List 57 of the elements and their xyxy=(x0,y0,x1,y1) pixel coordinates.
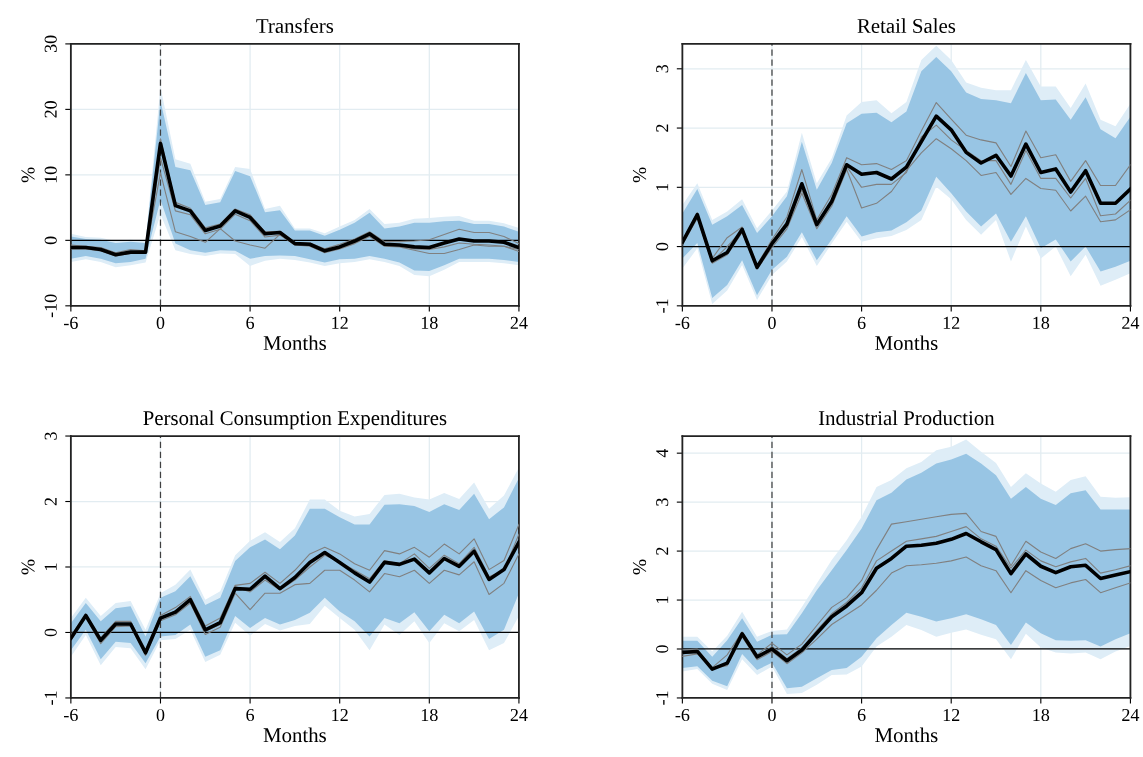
y-tick-label: 0 xyxy=(656,242,669,251)
y-tick-label: -10 xyxy=(44,294,57,318)
y-tick-label: 2 xyxy=(656,124,669,132)
x-tick-label: 12 xyxy=(943,316,960,329)
y-tick-label: 1 xyxy=(656,183,669,191)
chart-title: Industrial Production xyxy=(818,410,995,426)
y-tick-label: 4 xyxy=(656,448,669,458)
y-tick-label: 10 xyxy=(44,166,57,183)
x-tick-label: 18 xyxy=(1033,316,1050,329)
chart-title: Retail Sales xyxy=(857,18,956,33)
x-axis-title: Months xyxy=(263,727,326,743)
y-axis-title: % xyxy=(632,559,647,575)
y-tick-label: 3 xyxy=(656,64,669,73)
x-tick-label: -6 xyxy=(64,316,78,329)
x-tick-label: 12 xyxy=(332,708,348,721)
x-tick-label: -6 xyxy=(675,316,690,329)
y-axis-title: % xyxy=(632,167,647,183)
x-axis-title: Months xyxy=(875,727,938,743)
x-tick-label: 24 xyxy=(510,316,528,329)
y-tick-label: 1 xyxy=(656,596,669,603)
chart-title: Personal Consumption Expenditures xyxy=(143,410,447,430)
x-tick-label: -6 xyxy=(64,708,78,722)
x-tick-label: 12 xyxy=(943,708,960,721)
x-tick-label: 0 xyxy=(156,708,165,722)
y-axis-title: % xyxy=(21,167,35,183)
y-tick-label: 2 xyxy=(656,547,669,555)
chart-title: Transfers xyxy=(256,18,334,33)
y-axis-title: % xyxy=(21,559,35,575)
x-tick-label: 24 xyxy=(1122,316,1140,329)
y-tick-label: 20 xyxy=(44,101,57,118)
y-tick-label: -1 xyxy=(656,299,669,313)
y-tick-label: 0 xyxy=(44,236,57,245)
x-tick-label: 6 xyxy=(246,316,255,329)
x-tick-label: 0 xyxy=(768,708,776,722)
y-tick-label: -1 xyxy=(656,691,669,705)
y-tick-label: 3 xyxy=(44,432,57,440)
x-axis-title: Months xyxy=(263,335,326,351)
x-tick-label: 24 xyxy=(1122,708,1140,721)
y-tick-label: 1 xyxy=(44,563,57,570)
y-tick-label: 0 xyxy=(44,628,57,637)
x-tick-label: 18 xyxy=(1033,708,1050,722)
y-tick-label: 0 xyxy=(656,645,669,653)
y-tick-label: 30 xyxy=(44,35,57,53)
x-tick-label: 6 xyxy=(246,708,255,722)
y-tick-label: -1 xyxy=(44,691,57,705)
x-tick-label: 18 xyxy=(421,316,438,329)
x-tick-label: -6 xyxy=(675,708,690,722)
x-tick-label: 24 xyxy=(510,708,528,721)
y-tick-label: 2 xyxy=(44,497,57,506)
x-tick-label: 6 xyxy=(857,316,866,329)
x-tick-label: 12 xyxy=(332,316,348,329)
x-axis-title: Months xyxy=(875,335,938,351)
y-tick-label: 3 xyxy=(656,498,669,506)
x-tick-label: 0 xyxy=(156,316,165,329)
x-tick-label: 6 xyxy=(857,708,866,722)
x-tick-label: 18 xyxy=(421,708,438,722)
x-tick-label: 0 xyxy=(768,316,776,329)
